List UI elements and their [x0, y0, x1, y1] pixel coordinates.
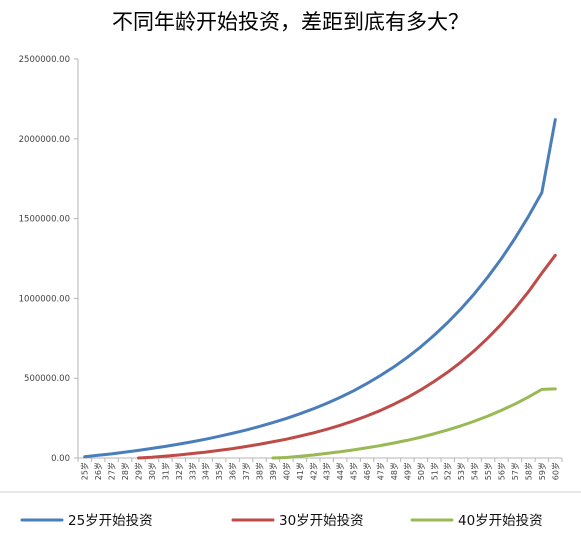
- chart-title: 不同年龄开始投资，差距到底有多大？: [112, 10, 469, 34]
- x-tick-label: 47岁: [376, 462, 386, 480]
- legend-label: 30岁开始投资: [279, 513, 364, 529]
- x-tick-label: 46岁: [362, 462, 372, 480]
- x-tick-label: 42岁: [308, 462, 318, 480]
- x-tick-label: 36岁: [228, 462, 238, 480]
- x-tick-label: 49岁: [402, 462, 412, 480]
- y-tick-label: 1500000.00: [19, 215, 70, 225]
- x-tick-label: 28岁: [120, 462, 130, 480]
- x-tick-label: 31岁: [160, 462, 170, 480]
- x-tick-label: 51岁: [429, 462, 439, 480]
- x-tick-label: 50岁: [416, 462, 426, 480]
- x-tick-label: 45岁: [349, 462, 359, 480]
- x-tick-label: 43岁: [322, 462, 332, 480]
- y-tick-label: 2000000.00: [19, 135, 70, 145]
- y-axis-labels: 0.00 500000.00 1000000.00 1500000.00 2000000…: [19, 55, 78, 464]
- x-tick-label: 32岁: [174, 462, 184, 480]
- x-tick-label: 39岁: [268, 462, 278, 480]
- x-tick-label: 35岁: [214, 462, 224, 480]
- y-tick-label: 2500000.00: [19, 55, 70, 65]
- legend-label: 40岁开始投资: [458, 513, 543, 529]
- legend: 25岁开始投资 30岁开始投资 40岁开始投资: [20, 513, 543, 529]
- series-40-line: [271, 387, 557, 460]
- x-tick-label: 26岁: [93, 462, 103, 480]
- x-axis-labels: 25岁 26岁 27岁 28岁 29岁 30岁 31岁 32岁 33岁 34岁 35岁 36岁 37岁 3…: [77, 458, 563, 480]
- y-tick-label: 500000.00: [24, 374, 70, 384]
- x-tick-label: 30岁: [147, 462, 157, 480]
- series-30-line: [137, 253, 557, 460]
- x-tick-label: 52岁: [443, 462, 453, 480]
- x-tick-label: 40岁: [281, 462, 291, 480]
- legend-label: 25岁开始投资: [68, 513, 153, 529]
- x-tick-label: 48岁: [389, 462, 399, 480]
- x-tick-label: 60岁: [550, 462, 560, 480]
- x-tick-label: 41岁: [295, 462, 305, 480]
- x-tick-label: 37岁: [241, 462, 251, 480]
- x-tick-label: 55岁: [483, 462, 493, 480]
- y-tick-label: 0.00: [51, 454, 70, 464]
- x-tick-label: 27岁: [107, 462, 117, 480]
- x-tick-label: 44岁: [335, 462, 345, 480]
- x-tick-label: 29岁: [134, 462, 144, 480]
- x-tick-label: 58岁: [523, 462, 533, 480]
- y-tick-label: 1000000.00: [19, 294, 70, 304]
- x-tick-label: 34岁: [201, 462, 211, 480]
- x-tick-label: 56岁: [497, 462, 507, 480]
- series-lines: [83, 118, 557, 460]
- x-tick-label: 25岁: [80, 462, 90, 480]
- x-tick-label: 59岁: [537, 462, 547, 480]
- x-tick-label: 53岁: [456, 462, 466, 480]
- series-25-line: [83, 118, 557, 459]
- x-tick-label: 38岁: [255, 462, 265, 480]
- x-tick-label: 54岁: [470, 462, 480, 480]
- x-tick-label: 57岁: [510, 462, 520, 480]
- x-tick-label: 33岁: [187, 462, 197, 480]
